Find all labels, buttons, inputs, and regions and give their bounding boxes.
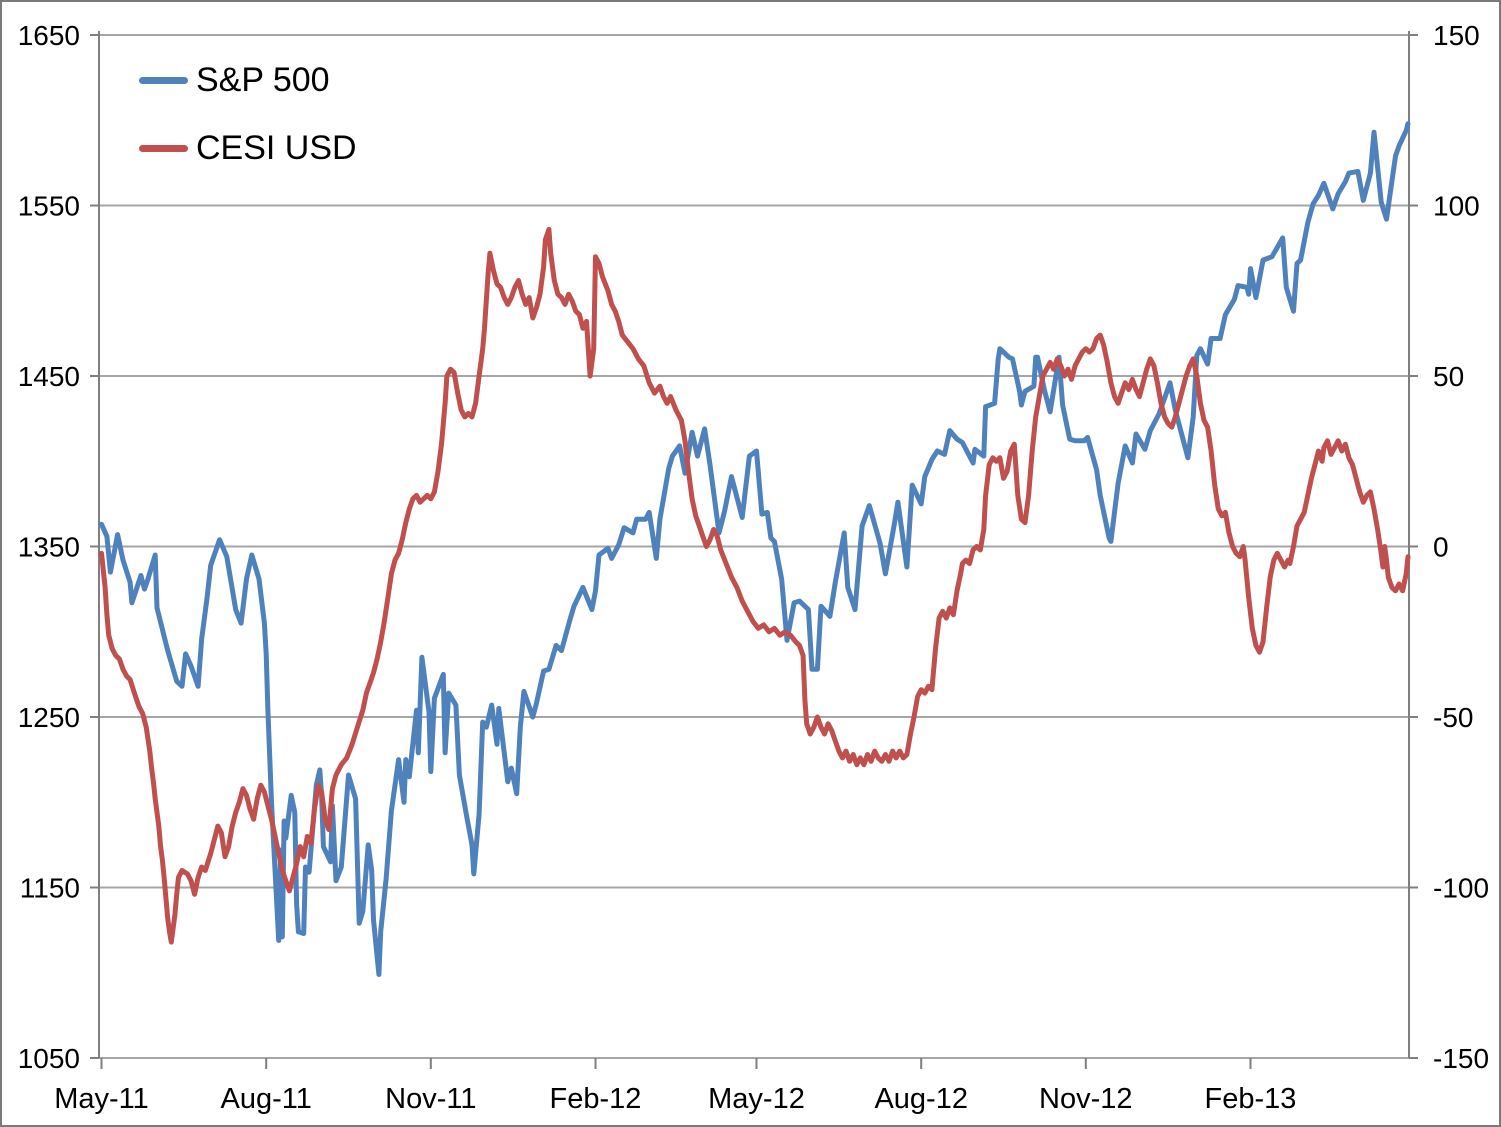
x-tick-label: May-11: [54, 1083, 149, 1115]
y-right-tick-label: 100: [1433, 191, 1480, 222]
x-tick-label: Aug-12: [874, 1083, 968, 1115]
legend-item-cesi: CESI USD: [139, 114, 357, 182]
sp500-line: [99, 121, 1411, 977]
y-left-tick-label: 1650: [18, 20, 80, 51]
x-tick-label: Feb-13: [1205, 1083, 1297, 1115]
y-left-tick-label: 1050: [18, 1043, 80, 1074]
legend-label-sp500: S&P 500: [196, 61, 330, 99]
gridlines: [99, 34, 1409, 1059]
x-tick-label: Nov-11: [385, 1083, 476, 1115]
y-right-tick-label: 50: [1433, 361, 1464, 392]
legend-swatch-sp500: [139, 76, 188, 84]
legend-swatch-cesi: [139, 144, 188, 152]
y-left-tick-label: 1150: [20, 873, 80, 904]
y-right-tick-label: -100: [1433, 873, 1489, 904]
y-right-tick-label: -50: [1433, 702, 1473, 733]
y-left-tick-label: 1550: [18, 191, 80, 222]
y-left-tick-label: 1250: [18, 702, 80, 733]
y-right-tick-label: -150: [1433, 1043, 1489, 1074]
y-left-tick-label: 1350: [18, 532, 80, 563]
y-right-tick-label: 0: [1433, 532, 1449, 563]
x-tick-label: Aug-11: [221, 1083, 312, 1115]
x-tick-label: Nov-12: [1039, 1083, 1133, 1115]
x-axis-labels: May-11 Aug-11 Nov-11 Feb-12 May-12 Aug-12 Nov-…: [54, 1083, 1296, 1115]
legend-item-sp500: S&P 500: [139, 46, 357, 114]
y-left-tick-label: 1450: [18, 361, 80, 392]
cesi-usd-line: [99, 226, 1411, 945]
x-tick-label: Feb-12: [550, 1083, 642, 1115]
x-tick-label: May-12: [708, 1083, 805, 1115]
legend: S&P 500 CESI USD: [139, 46, 357, 182]
tick-marks: [90, 34, 1418, 1069]
y-axis-left-labels: 1650 1550 1450 1350 1250 1150 1050: [18, 20, 80, 1074]
y-right-tick-label: 150: [1433, 20, 1480, 51]
legend-label-cesi: CESI USD: [196, 129, 357, 167]
y-axis-right-labels: 150 100 50 0 -50 -100 -150: [1433, 20, 1489, 1074]
